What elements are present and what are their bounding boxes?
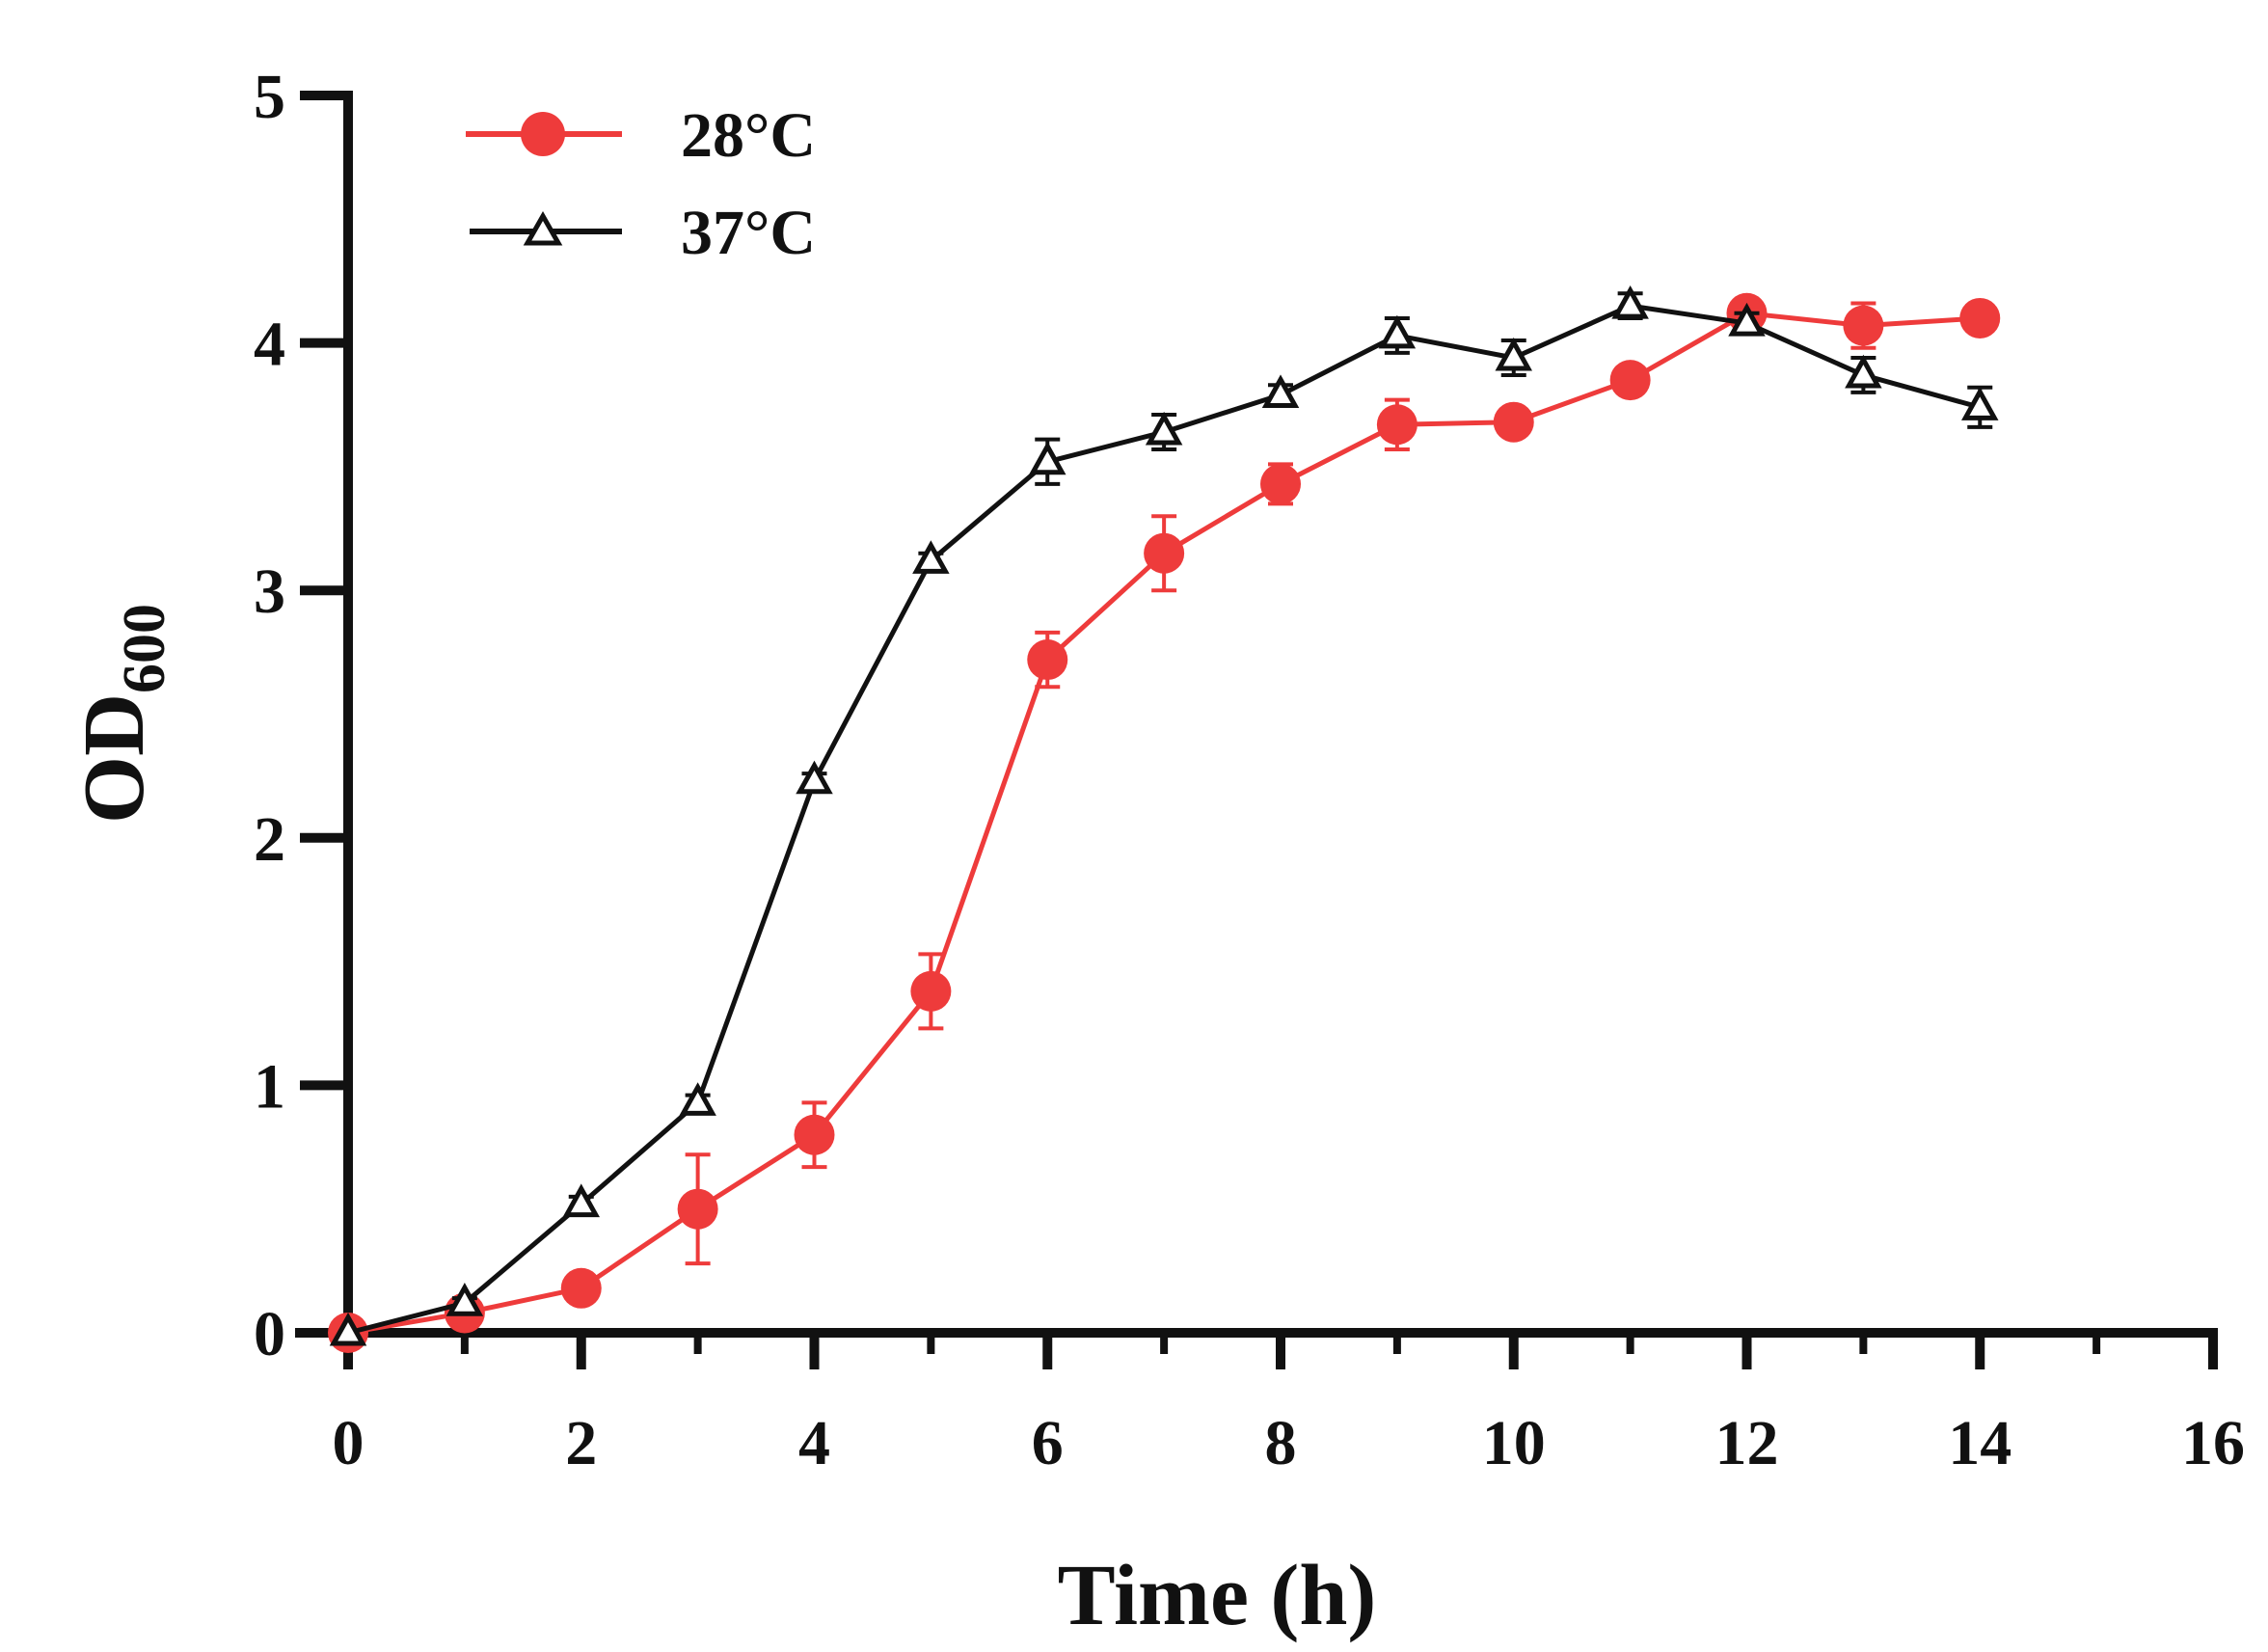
data-point	[329, 1312, 367, 1346]
legend-marker-37c	[523, 210, 563, 246]
data-point	[910, 970, 952, 1012]
y-tick-label: 3	[254, 556, 285, 627]
data-point	[1145, 411, 1183, 446]
data-point	[560, 1267, 602, 1309]
data-point	[1493, 401, 1534, 443]
x-tick-label: 6	[1032, 1408, 1064, 1478]
x-tick-label: 4	[798, 1408, 830, 1478]
data-point	[1495, 337, 1532, 371]
data-point	[1260, 463, 1301, 504]
y-tick-label: 0	[254, 1299, 285, 1369]
y-tick-label: 2	[254, 804, 285, 875]
data-point	[1376, 404, 1418, 446]
legend: 28°C 37°C	[466, 100, 816, 268]
data-point	[794, 1114, 835, 1155]
series-37c	[329, 284, 1999, 1346]
data-point	[1029, 441, 1066, 475]
data-point	[796, 760, 833, 795]
y-axis-title-main: OD	[67, 693, 162, 824]
x-axis-title: Time (h)	[1058, 1548, 1377, 1643]
data-point	[1378, 314, 1417, 349]
y-ticks: 0 1 2 3 4 5	[254, 62, 348, 1369]
y-tick-label: 4	[254, 310, 285, 380]
legend-item-28c: 28°C	[466, 100, 816, 171]
series-layer	[328, 284, 2001, 1353]
data-point	[562, 1183, 600, 1218]
x-tick-label: 8	[1265, 1408, 1297, 1478]
data-point	[912, 540, 950, 574]
data-point	[1027, 639, 1068, 681]
data-point	[1261, 374, 1300, 408]
x-tick-label: 14	[1948, 1408, 2012, 1478]
y-tick-label: 1	[254, 1051, 285, 1122]
y-tick-label: 5	[254, 62, 285, 132]
data-point	[1843, 305, 1884, 346]
legend-marker-28c	[521, 112, 565, 156]
data-point	[679, 1082, 716, 1116]
x-ticks: 0 2 4 6 8 10 12 14 16	[333, 1333, 2245, 1478]
legend-label-37c: 37°C	[681, 198, 816, 268]
x-tick-label: 2	[565, 1408, 597, 1478]
y-axis-title: OD600	[67, 604, 177, 824]
data-point	[1609, 360, 1651, 401]
x-tick-label: 0	[333, 1408, 364, 1478]
x-tick-label: 10	[1482, 1408, 1546, 1478]
legend-label-28c: 28°C	[681, 100, 816, 171]
data-point	[1961, 387, 1999, 420]
x-tick-label: 16	[2181, 1408, 2245, 1478]
data-point	[1845, 354, 1882, 389]
y-axis-title-subscript: 600	[112, 604, 177, 693]
legend-item-37c: 37°C	[470, 198, 816, 268]
data-point	[1611, 284, 1649, 319]
data-point	[1144, 532, 1185, 574]
data-point	[1728, 302, 1766, 337]
x-tick-label: 12	[1715, 1408, 1779, 1478]
svg-text:OD600: OD600	[67, 604, 177, 824]
data-point	[446, 1283, 484, 1316]
data-point	[1959, 297, 2001, 339]
data-point	[677, 1188, 718, 1230]
